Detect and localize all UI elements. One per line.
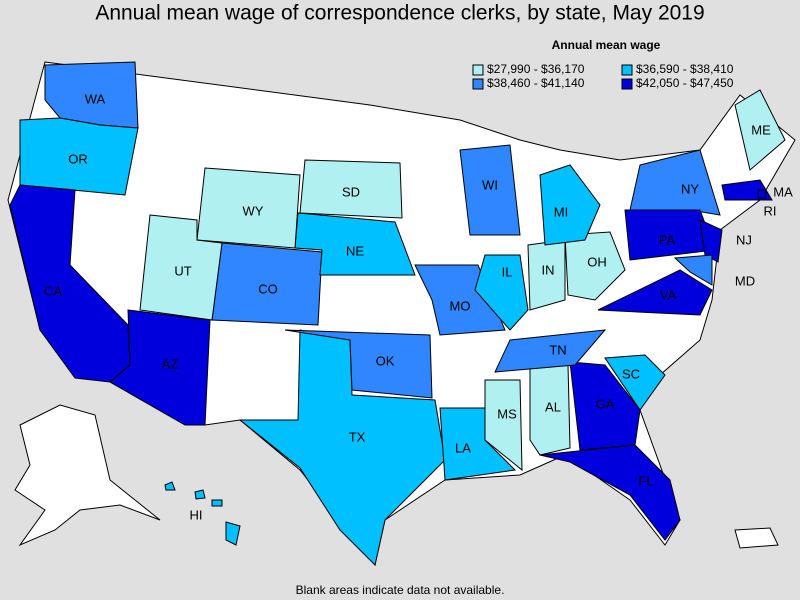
state-label: LA — [455, 440, 471, 455]
state-label: MD — [735, 273, 755, 288]
state-label: TN — [549, 342, 566, 357]
state-label: MA — [773, 184, 793, 199]
state-area — [629, 149, 721, 216]
state-area — [699, 219, 723, 263]
legend-swatch — [621, 64, 633, 76]
state-area — [139, 214, 223, 321]
state-label: IN — [542, 262, 555, 277]
state-label: RI — [764, 203, 777, 218]
state-label: PA — [659, 232, 676, 247]
state-label: AZ — [162, 356, 179, 371]
state-label: IL — [502, 264, 513, 279]
state-area — [597, 269, 713, 316]
footnote: Blank areas indicate data not available. — [296, 583, 505, 597]
state-area — [564, 231, 626, 301]
state-area — [539, 444, 681, 541]
alaska — [14, 404, 161, 547]
state-area — [604, 354, 666, 411]
state-area — [673, 254, 713, 286]
state-area — [474, 254, 529, 331]
state-label: WA — [85, 91, 106, 106]
state-area — [757, 189, 767, 199]
legend-label: $27,990 - $36,170 — [487, 62, 585, 76]
state-area — [494, 329, 607, 373]
state-area — [196, 167, 301, 249]
state-area — [539, 164, 601, 246]
state-label: NJ — [736, 232, 752, 247]
legend-swatch — [472, 64, 484, 76]
legend-swatch — [621, 78, 633, 90]
state-area — [164, 481, 176, 491]
state-label: CO — [258, 281, 278, 296]
state-area — [484, 379, 523, 472]
legend-label: $38,460 - $41,140 — [487, 76, 585, 90]
legend: $27,990 - $36,170 $36,590 - $38,410 $38,46… — [472, 62, 734, 90]
state-label: FL — [638, 473, 653, 488]
state-area — [211, 499, 223, 507]
state-label: OK — [376, 353, 395, 368]
legend-title: Annual mean wage — [552, 38, 661, 52]
state-area — [284, 329, 433, 399]
state-label: SC — [622, 366, 640, 381]
state-area — [225, 521, 241, 546]
legend-label: $42,050 - $47,450 — [636, 76, 734, 90]
puerto-rico — [734, 527, 779, 549]
state-area — [459, 144, 521, 236]
state-label: UT — [174, 263, 191, 278]
legend-swatch — [472, 78, 484, 90]
state-label: CA — [44, 283, 62, 298]
state-label: MS — [497, 406, 517, 421]
state-area — [299, 159, 403, 219]
state-area — [734, 89, 786, 171]
state-label: HI — [190, 507, 203, 522]
state-label: AL — [545, 399, 561, 414]
state-label: WY — [243, 203, 264, 218]
state-label: WI — [482, 177, 498, 192]
state-label: MO — [450, 298, 471, 313]
state-label: ME — [751, 122, 771, 137]
state-label: OH — [587, 254, 607, 269]
state-label: MI — [554, 204, 568, 219]
state-area — [439, 407, 517, 481]
state-area — [569, 361, 641, 451]
state-label: SD — [342, 184, 360, 199]
state-label: NY — [681, 181, 699, 196]
state-area — [194, 489, 206, 500]
state-label: OR — [68, 151, 88, 166]
state-label: GA — [596, 396, 615, 411]
state-label: NE — [346, 243, 364, 258]
states: WA OR CA AZ CO NE SD WY UT TX OK MO LA MS AL GA FL SC TN IL… — [9, 61, 793, 566]
state-label: TX — [349, 429, 366, 444]
title: Annual mean wage of correspondence clerk… — [95, 2, 704, 25]
state-label: VA — [660, 287, 677, 302]
legend-label: $36,590 - $38,410 — [636, 62, 734, 76]
